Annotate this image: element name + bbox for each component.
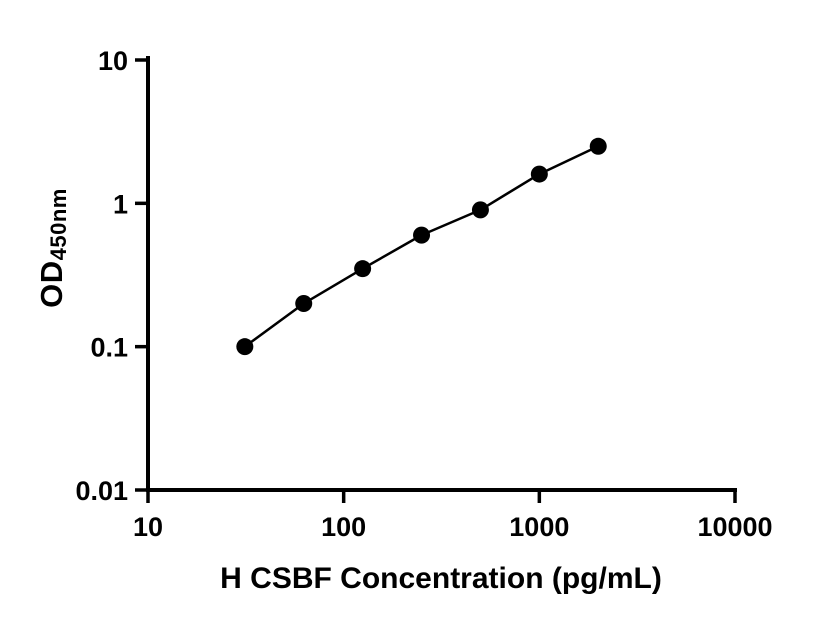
- data-point: [236, 338, 254, 356]
- x-tick-label: 1000: [509, 512, 569, 542]
- y-axis-label-subscript: 450nm: [46, 188, 71, 261]
- y-tick-label: 10: [98, 46, 128, 76]
- data-point: [413, 226, 431, 244]
- data-point: [589, 137, 607, 155]
- y-tick-label: 0.01: [75, 476, 128, 506]
- y-axis-label: OD450nm: [34, 188, 71, 308]
- y-tick-label: 1: [113, 189, 128, 219]
- x-tick-label: 100: [321, 512, 366, 542]
- x-tick-label: 10: [133, 512, 163, 542]
- data-point: [530, 165, 548, 183]
- x-tick-label: 10000: [697, 512, 772, 542]
- data-point: [295, 295, 313, 313]
- y-axis-label-main: OD: [34, 260, 69, 308]
- x-axis-label: H CSBF Concentration (pg/mL): [220, 562, 662, 595]
- data-point: [354, 260, 372, 278]
- axes-spines: [146, 56, 737, 492]
- y-tick-label: 0.1: [90, 333, 128, 363]
- data-point: [471, 201, 489, 219]
